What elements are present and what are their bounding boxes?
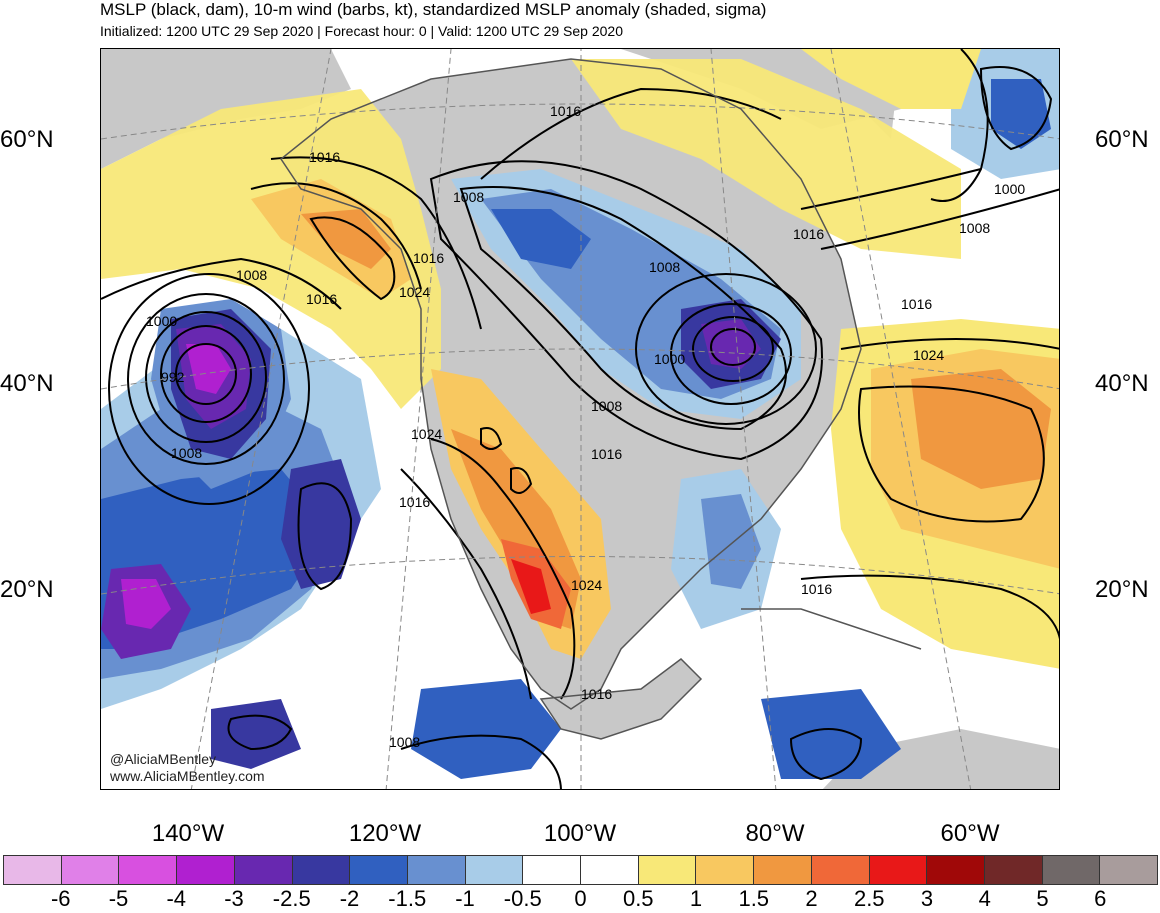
colorbar-swatch bbox=[984, 856, 1043, 884]
colorbar-label: -3 bbox=[224, 886, 244, 911]
lon-label: 140°W bbox=[151, 820, 225, 847]
contour-label: 1008 bbox=[453, 189, 484, 205]
colorbar-swatch bbox=[119, 856, 178, 884]
coastlines bbox=[279, 58, 922, 740]
contour-label: 1016 bbox=[901, 296, 932, 312]
colorbar-label: 6 bbox=[1094, 886, 1107, 911]
contour-label: 1008 bbox=[236, 267, 267, 283]
colorbar bbox=[3, 855, 1158, 885]
colorbar-label: -1 bbox=[455, 886, 475, 911]
lat-label-left: 60°N bbox=[0, 126, 54, 153]
colorbar-label: -0.5 bbox=[503, 886, 542, 911]
contour-label: 1016 bbox=[413, 250, 444, 266]
contour-label: 1016 bbox=[801, 581, 832, 597]
colorbar-label: 4 bbox=[978, 886, 991, 911]
lat-label-right: 40°N bbox=[1095, 370, 1149, 397]
lon-label: 120°W bbox=[348, 820, 422, 847]
colorbar-swatch bbox=[638, 856, 697, 884]
colorbar-swatch bbox=[696, 856, 755, 884]
colorbar-label: -2 bbox=[339, 886, 360, 911]
contour-label: 1000 bbox=[994, 181, 1025, 197]
contour-label: 1024 bbox=[571, 577, 602, 593]
colorbar-label: -2.5 bbox=[272, 886, 311, 911]
colorbar-label: -1.5 bbox=[388, 886, 427, 911]
contour-labels: 1016 1008 1016 1016 1024 1000 992 1008 1… bbox=[146, 103, 1025, 750]
colorbar-swatch bbox=[292, 856, 351, 884]
contour-label: 1008 bbox=[649, 259, 680, 275]
colorbar-label: 1 bbox=[689, 886, 703, 911]
colorbar-swatch bbox=[234, 856, 293, 884]
colorbar-label: 2 bbox=[805, 886, 818, 911]
contour-label: 1016 bbox=[793, 226, 824, 242]
lat-label-left: 20°N bbox=[0, 576, 54, 603]
lon-label: 100°W bbox=[543, 820, 617, 847]
colorbar-label: 3 bbox=[920, 886, 934, 911]
map-canvas: 1016 1008 1016 1016 1024 1000 992 1008 1… bbox=[101, 49, 1059, 789]
colorbar-label: 5 bbox=[1036, 886, 1049, 911]
colorbar-label: -5 bbox=[108, 886, 129, 911]
colorbar-swatch bbox=[1042, 856, 1101, 884]
contour-label: 1000 bbox=[146, 313, 177, 329]
contour-label: 1008 bbox=[591, 398, 622, 414]
contour-label: 1016 bbox=[550, 103, 581, 119]
map-title: MSLP (black, dam), 10-m wind (barbs, kt)… bbox=[100, 0, 767, 19]
colorbar-swatch bbox=[407, 856, 466, 884]
contour-label: 1016 bbox=[591, 446, 622, 462]
contour-label: 1008 bbox=[959, 220, 990, 236]
colorbar-label: 0 bbox=[574, 886, 587, 911]
colorbar-swatch bbox=[869, 856, 928, 884]
colorbar-swatch bbox=[1100, 856, 1158, 884]
colorbar-swatch bbox=[465, 856, 524, 884]
contour-label: 1016 bbox=[309, 149, 340, 165]
contour-label: 1024 bbox=[913, 347, 944, 363]
colorbar-swatch bbox=[350, 856, 408, 884]
colorbar-swatch bbox=[581, 856, 639, 884]
colorbar-label: -6 bbox=[50, 886, 71, 911]
contour-label: 992 bbox=[161, 369, 185, 385]
lat-label-left: 40°N bbox=[0, 370, 54, 397]
contour-label: 1000 bbox=[654, 351, 685, 367]
colorbar-swatch bbox=[523, 856, 582, 884]
lon-label: 60°W bbox=[940, 820, 1000, 847]
graticule bbox=[101, 49, 1059, 789]
colorbar-swatch bbox=[754, 856, 812, 884]
mslp-contours bbox=[101, 49, 1059, 789]
lon-label: 80°W bbox=[745, 820, 805, 847]
lat-label-right: 20°N bbox=[1095, 576, 1149, 603]
colorbar-label: -4 bbox=[166, 886, 187, 911]
contour-label: 1024 bbox=[399, 284, 430, 300]
contour-label: 1016 bbox=[306, 291, 337, 307]
anomaly-shading bbox=[101, 49, 1059, 779]
contour-label: 1008 bbox=[171, 445, 202, 461]
contour-label: 1016 bbox=[399, 494, 430, 510]
weather-map: 1016 1008 1016 1016 1024 1000 992 1008 1… bbox=[100, 48, 1060, 790]
colorbar-swatch bbox=[927, 856, 985, 884]
lat-label-right: 60°N bbox=[1095, 126, 1149, 153]
colorbar-swatch bbox=[811, 856, 870, 884]
colorbar-label: 2.5 bbox=[853, 886, 885, 911]
credit-website: www.AliciaMBentley.com bbox=[110, 768, 265, 784]
colorbar-label: 1.5 bbox=[738, 886, 770, 911]
colorbar-swatch bbox=[4, 856, 62, 884]
colorbar-swatch bbox=[61, 856, 120, 884]
contour-label: 1024 bbox=[411, 426, 442, 442]
colorbar-swatch bbox=[177, 856, 235, 884]
map-subtitle: Initialized: 1200 UTC 29 Sep 2020 | Fore… bbox=[100, 23, 623, 39]
contour-label: 1016 bbox=[581, 686, 612, 702]
colorbar-label: 0.5 bbox=[622, 886, 654, 911]
contour-label: 1008 bbox=[389, 734, 420, 750]
credit-handle: @AliciaMBentley bbox=[110, 751, 217, 767]
